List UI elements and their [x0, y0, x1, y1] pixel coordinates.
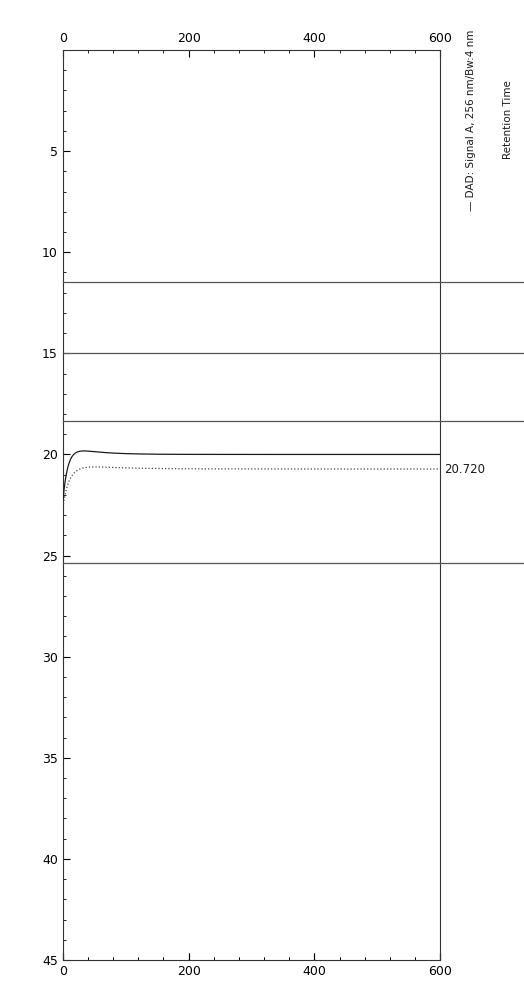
Text: 20.720: 20.720 — [444, 463, 485, 476]
Text: — DAD: Signal A, 256 nm/Bw:4 nm: — DAD: Signal A, 256 nm/Bw:4 nm — [466, 29, 476, 211]
Text: Retention Time: Retention Time — [503, 81, 513, 159]
